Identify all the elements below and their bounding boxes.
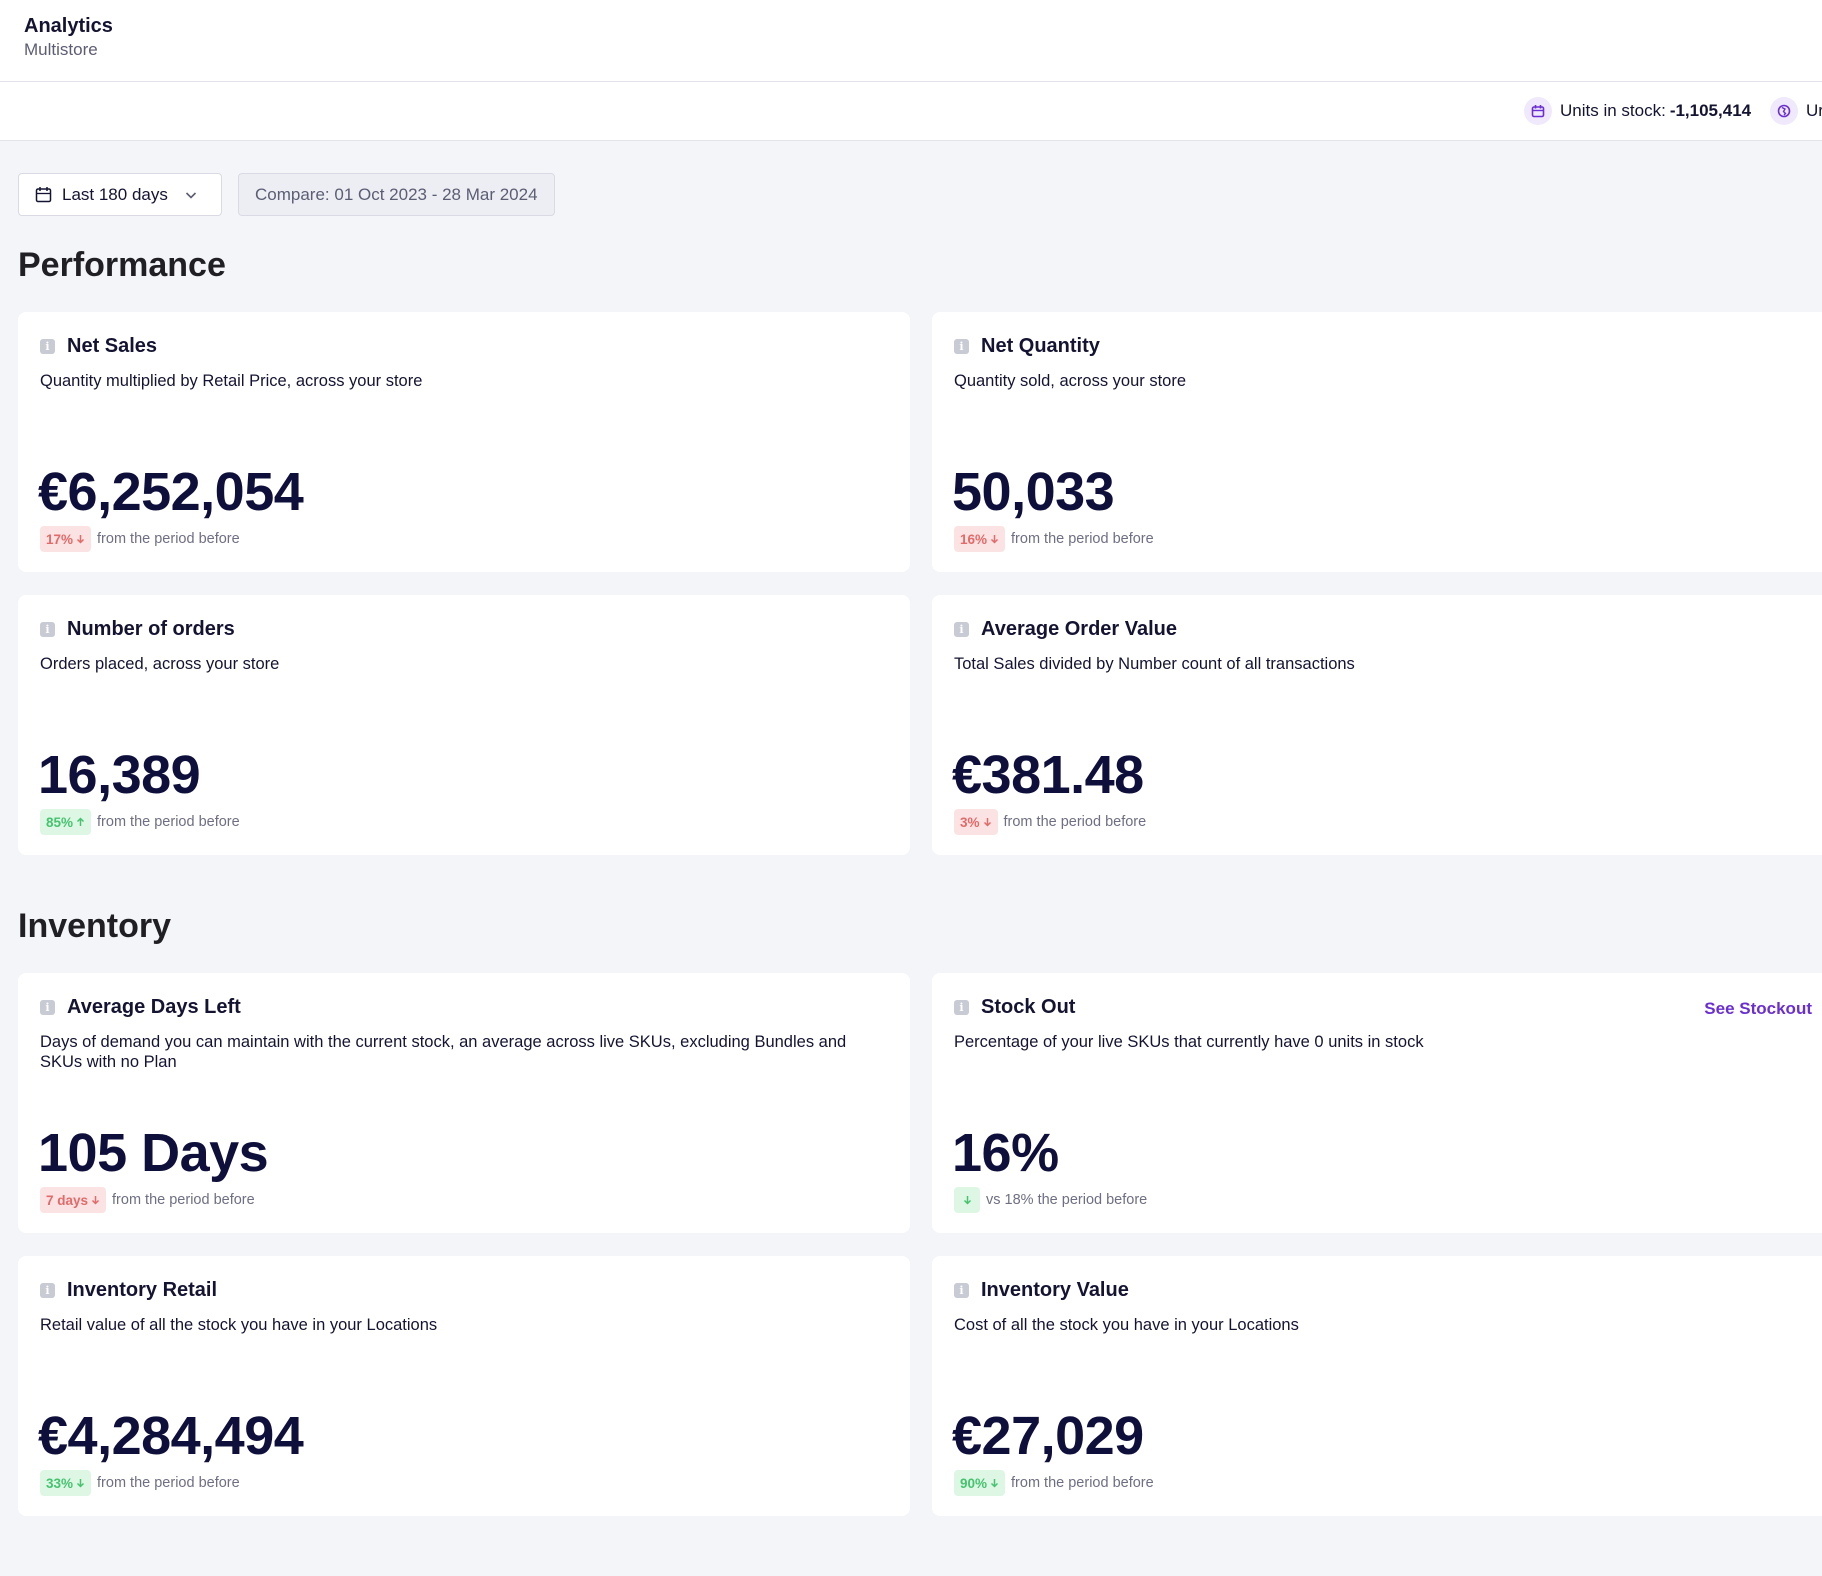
stat-label: Units in stock:	[1560, 101, 1666, 120]
average-days-left-card: i Average Days Left Days of demand you ca…	[18, 973, 910, 1233]
info-icon[interactable]: i	[40, 339, 55, 354]
stock-out-card: i Stock Out See Stockout Percentage of yo…	[932, 973, 1822, 1233]
change-note: vs 18% the period before	[986, 1192, 1148, 1208]
average-order-value-card: i Average Order Value Total Sales divided…	[932, 595, 1822, 855]
change-note: from the period before	[1011, 1475, 1154, 1491]
arrow-down-icon	[91, 1195, 100, 1205]
compare-label: Compare: 01 Oct 2023 - 28 Mar 2024	[255, 184, 538, 204]
see-stockout-link[interactable]: See Stockout	[1704, 999, 1812, 1018]
change-value: 85%	[46, 814, 74, 830]
change-value: 33%	[46, 1475, 74, 1491]
card-value: €4,284,494	[38, 1406, 304, 1466]
net-quantity-card: i Net Quantity Quantity sold, across your…	[932, 312, 1822, 572]
card-title: Average Order Value	[981, 618, 1178, 640]
card-description: Cost of all the stock you have in your L…	[954, 1316, 1299, 1334]
section-title-performance: Performance	[18, 246, 226, 284]
card-value: 50,033	[952, 462, 1115, 522]
card-value: 16%	[952, 1123, 1059, 1183]
change-note: from the period before	[97, 531, 240, 547]
change-value: 16%	[960, 531, 988, 547]
arrow-down-icon	[983, 817, 992, 827]
section-title-inventory: Inventory	[18, 907, 172, 945]
second-stat: Ur	[1770, 96, 1822, 126]
card-value: €6,252,054	[38, 462, 304, 522]
arrow-down-icon	[963, 1195, 972, 1205]
change-badge: 3%	[954, 809, 998, 835]
change-badge: 85%	[40, 809, 92, 835]
change-badge: 17%	[40, 526, 92, 552]
page-header: Analytics Multistore	[0, 0, 1822, 82]
change-badge: 33%	[40, 1470, 92, 1496]
date-range-label: Last 180 days	[62, 184, 168, 204]
change-badge	[954, 1187, 980, 1213]
calendar-icon	[35, 186, 52, 203]
change-badge: 90%	[954, 1470, 1006, 1496]
chevron-down-icon	[184, 188, 198, 202]
arrow-down-icon	[76, 1478, 85, 1488]
app-title: Analytics	[24, 15, 113, 37]
card-title: Inventory Retail	[67, 1279, 218, 1301]
change-note: from the period before	[112, 1192, 255, 1208]
change-note: from the period before	[1011, 531, 1154, 547]
info-icon[interactable]: i	[954, 339, 969, 354]
change-value: 90%	[960, 1475, 988, 1491]
arrow-up-icon	[76, 817, 85, 827]
card-description: Orders placed, across your store	[40, 655, 280, 673]
arrow-down-icon	[76, 534, 85, 544]
change-value: 7 days	[46, 1192, 89, 1208]
info-icon[interactable]: i	[954, 622, 969, 637]
inventory-retail-card: i Inventory Retail Retail value of all th…	[18, 1256, 910, 1516]
card-description: Days of demand you can maintain with the…	[40, 1033, 847, 1071]
app-subtitle: Multistore	[24, 40, 98, 59]
stat-label: Ur	[1806, 101, 1822, 120]
info-icon[interactable]: i	[40, 1283, 55, 1298]
inventory-value-card: i Inventory Value Cost of all the stock y…	[932, 1256, 1822, 1516]
card-title: Net Sales	[67, 335, 158, 357]
date-range-select[interactable]: Last 180 days	[18, 173, 222, 216]
card-description: Retail value of all the stock you have i…	[40, 1316, 438, 1334]
change-note: from the period before	[97, 1475, 240, 1491]
info-icon[interactable]: i	[954, 1283, 969, 1298]
card-title: Inventory Value	[981, 1279, 1129, 1301]
info-icon[interactable]: i	[40, 622, 55, 637]
card-title: Net Quantity	[981, 335, 1100, 357]
card-title: Average Days Left	[67, 996, 241, 1018]
card-value: 105 Days	[38, 1123, 269, 1183]
card-value: €381.48	[952, 745, 1144, 805]
info-icon[interactable]: i	[954, 1000, 969, 1015]
change-note: from the period before	[1003, 814, 1147, 830]
change-note: from the period before	[97, 814, 240, 830]
card-description: Total Sales divided by Number count of a…	[954, 655, 1355, 673]
stats-bar: Units in stock: -1,105,414 Ur	[0, 82, 1822, 141]
card-title: Stock Out	[981, 996, 1076, 1018]
arrow-down-icon	[990, 1478, 999, 1488]
orders-card: i Number of orders Orders placed, across …	[18, 595, 910, 855]
compare-range[interactable]: Compare: 01 Oct 2023 - 28 Mar 2024	[238, 173, 555, 216]
change-value: 17%	[46, 531, 74, 547]
card-value: €27,029	[952, 1406, 1144, 1466]
units-in-stock-stat: Units in stock: -1,105,414	[1524, 96, 1751, 126]
card-description: Quantity sold, across your store	[954, 372, 1187, 390]
change-value: 3%	[960, 814, 980, 830]
card-description: Percentage of your live SKUs that curren…	[954, 1033, 1424, 1051]
card-description: Quantity multiplied by Retail Price, acr…	[40, 372, 423, 390]
change-badge: 7 days	[40, 1187, 107, 1213]
change-badge: 16%	[954, 526, 1006, 552]
arrow-down-icon	[990, 534, 999, 544]
calendar-icon	[1524, 97, 1552, 125]
stat-value: -1,105,414	[1669, 101, 1752, 120]
globe-icon	[1770, 97, 1798, 125]
info-icon[interactable]: i	[40, 1000, 55, 1015]
card-value: 16,389	[38, 745, 201, 805]
net-sales-card: i Net Sales Quantity multiplied by Retail…	[18, 312, 910, 572]
card-title: Number of orders	[67, 618, 235, 640]
